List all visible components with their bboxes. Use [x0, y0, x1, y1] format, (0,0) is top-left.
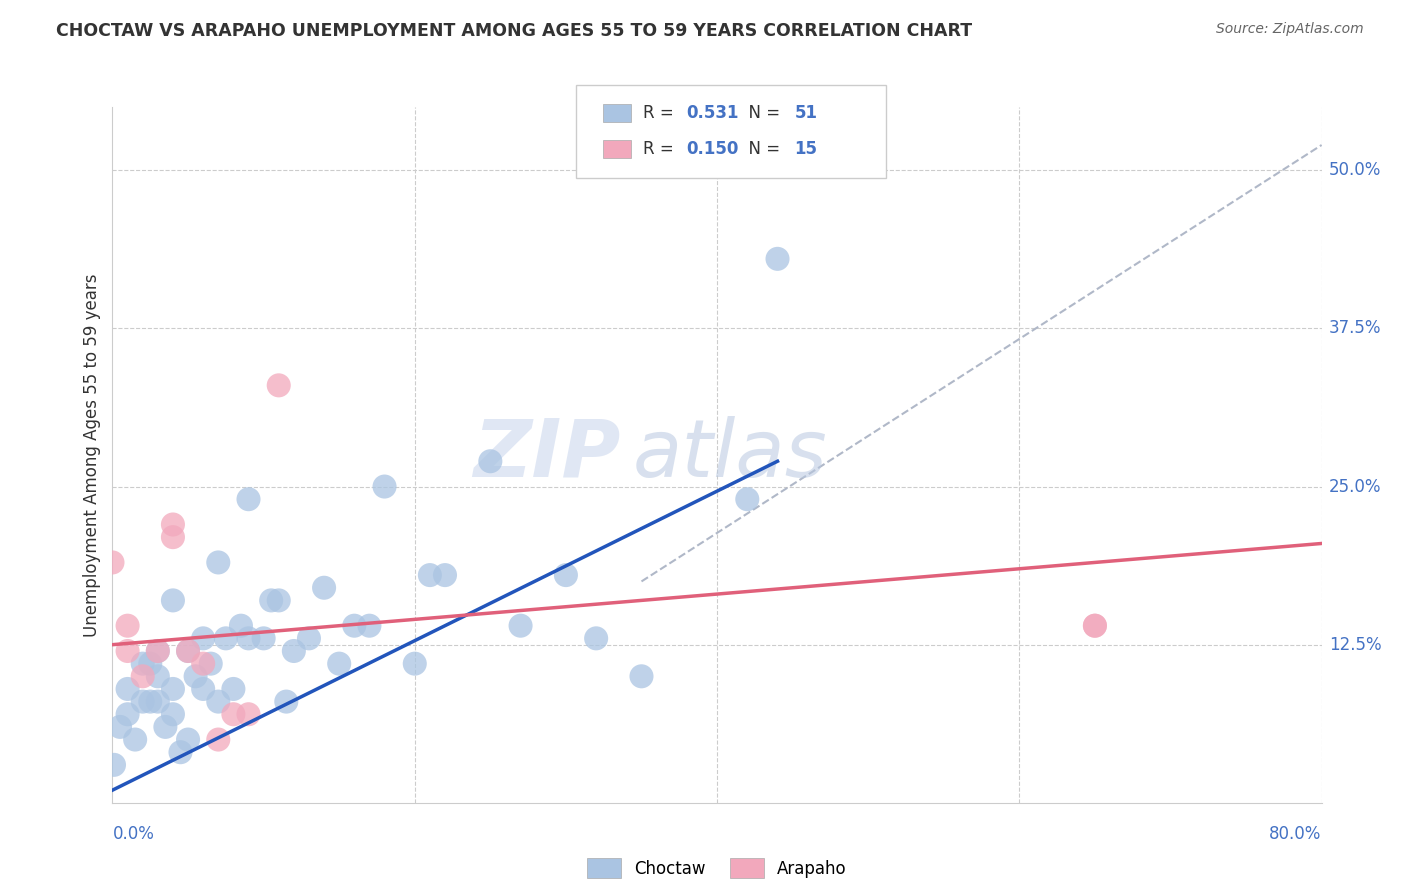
Point: [328, 657, 350, 671]
Point: [260, 593, 283, 607]
Point: [117, 644, 139, 658]
Y-axis label: Unemployment Among Ages 55 to 59 years: Unemployment Among Ages 55 to 59 years: [83, 273, 101, 637]
Point: [103, 757, 125, 772]
Point: [267, 378, 290, 392]
Point: [139, 657, 162, 671]
Point: [222, 707, 245, 722]
Point: [177, 644, 200, 658]
Point: [343, 618, 366, 632]
Point: [117, 681, 139, 696]
Point: [146, 695, 169, 709]
Point: [1084, 618, 1107, 632]
Point: [132, 695, 155, 709]
Point: [374, 479, 396, 493]
Text: 37.5%: 37.5%: [1329, 319, 1381, 337]
Point: [737, 492, 759, 507]
Point: [191, 681, 214, 696]
Point: [177, 732, 200, 747]
Point: [162, 530, 184, 544]
Text: 0.0%: 0.0%: [112, 825, 155, 843]
Text: 0.531: 0.531: [686, 104, 738, 122]
Text: R =: R =: [643, 104, 679, 122]
Point: [229, 618, 252, 632]
Point: [117, 618, 139, 632]
Point: [509, 618, 531, 632]
Point: [155, 720, 177, 734]
Point: [132, 657, 155, 671]
Text: N =: N =: [738, 140, 786, 158]
Point: [283, 644, 305, 658]
Point: [419, 568, 441, 582]
Point: [162, 707, 184, 722]
Text: 0.150: 0.150: [686, 140, 738, 158]
Point: [238, 632, 260, 646]
Text: ZIP: ZIP: [472, 416, 620, 494]
Text: Source: ZipAtlas.com: Source: ZipAtlas.com: [1216, 22, 1364, 37]
Point: [162, 593, 184, 607]
Point: [238, 492, 260, 507]
Point: [238, 707, 260, 722]
Point: [253, 632, 276, 646]
Point: [479, 454, 502, 468]
Text: N =: N =: [738, 104, 786, 122]
Point: [314, 581, 336, 595]
Point: [162, 681, 184, 696]
Text: atlas: atlas: [633, 416, 827, 494]
Point: [108, 720, 131, 734]
Point: [276, 695, 298, 709]
Point: [191, 657, 214, 671]
Point: [207, 556, 229, 570]
Point: [146, 644, 169, 658]
Point: [162, 517, 184, 532]
Point: [139, 695, 162, 709]
Text: 25.0%: 25.0%: [1329, 477, 1381, 496]
Point: [101, 556, 124, 570]
Point: [359, 618, 381, 632]
Point: [404, 657, 426, 671]
Point: [298, 632, 321, 646]
Point: [766, 252, 789, 266]
Text: 12.5%: 12.5%: [1329, 636, 1381, 654]
Point: [215, 632, 238, 646]
Point: [554, 568, 576, 582]
Point: [177, 644, 200, 658]
Text: 80.0%: 80.0%: [1270, 825, 1322, 843]
Text: 15: 15: [794, 140, 817, 158]
Text: 51: 51: [794, 104, 817, 122]
Point: [169, 745, 191, 759]
Point: [207, 695, 229, 709]
Point: [222, 681, 245, 696]
Point: [146, 669, 169, 683]
Point: [207, 732, 229, 747]
Point: [1084, 618, 1107, 632]
Point: [267, 593, 290, 607]
Point: [191, 632, 214, 646]
Point: [433, 568, 456, 582]
Point: [585, 632, 607, 646]
Point: [184, 669, 207, 683]
Point: [117, 707, 139, 722]
Text: R =: R =: [643, 140, 679, 158]
Text: CHOCTAW VS ARAPAHO UNEMPLOYMENT AMONG AGES 55 TO 59 YEARS CORRELATION CHART: CHOCTAW VS ARAPAHO UNEMPLOYMENT AMONG AG…: [56, 22, 973, 40]
Legend: Choctaw, Arapaho: Choctaw, Arapaho: [581, 851, 853, 885]
Text: 50.0%: 50.0%: [1329, 161, 1381, 179]
Point: [132, 669, 155, 683]
Point: [630, 669, 652, 683]
Point: [200, 657, 222, 671]
Point: [124, 732, 146, 747]
Point: [146, 644, 169, 658]
